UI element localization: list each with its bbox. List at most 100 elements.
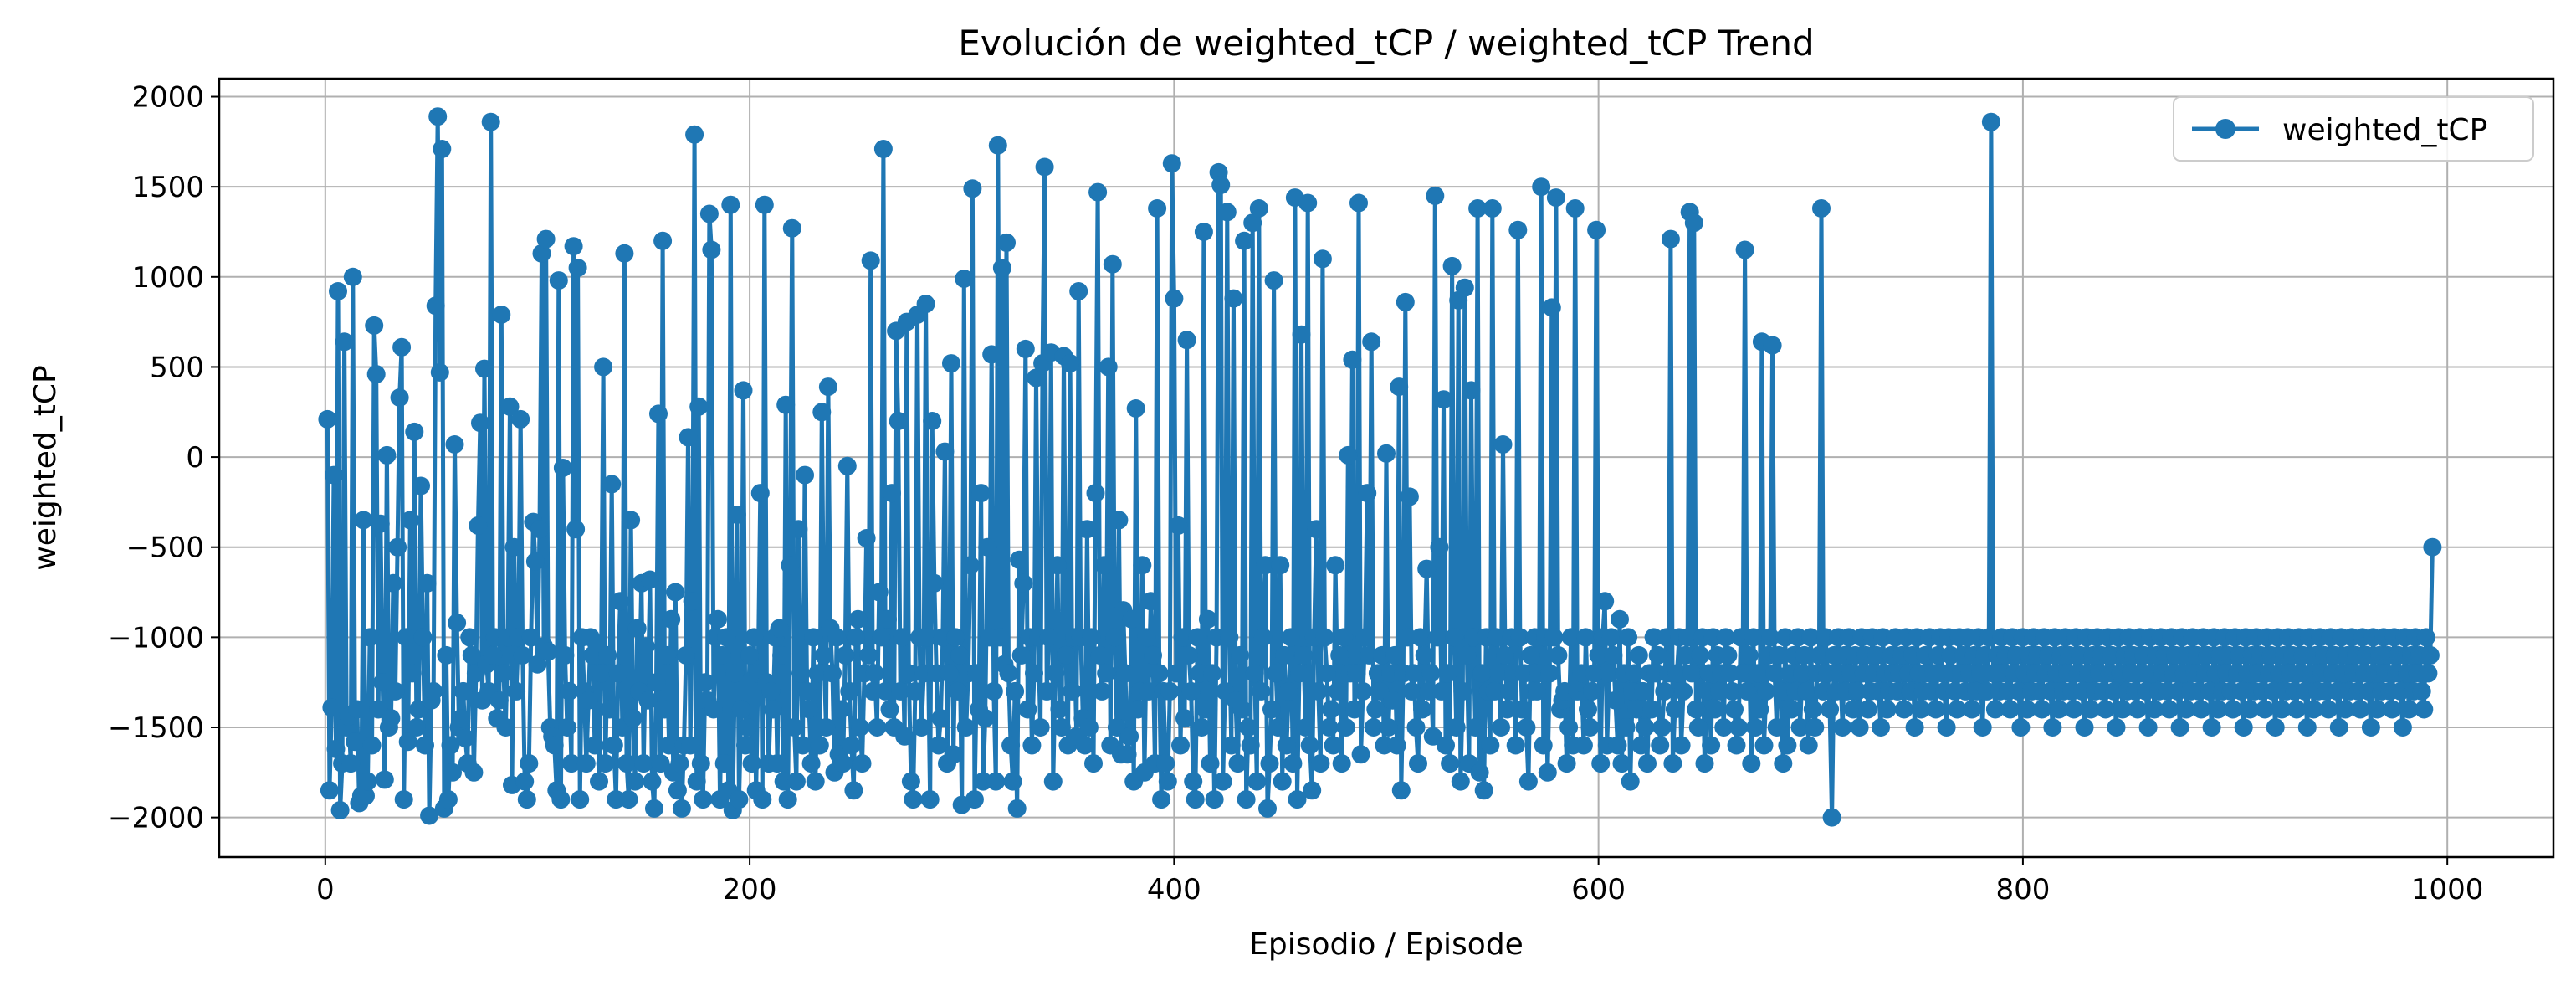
data-point: [1821, 700, 1840, 719]
data-point: [1010, 550, 1029, 569]
data-point: [1343, 350, 1362, 369]
data-point: [889, 412, 908, 430]
data-point: [1319, 718, 1339, 737]
data-point: [1754, 736, 1774, 755]
data-point: [1427, 628, 1447, 647]
data-point: [1354, 681, 1373, 701]
data-point: [1217, 203, 1237, 222]
data-point: [846, 628, 865, 647]
data-point: [517, 790, 536, 809]
data-point: [1165, 289, 1184, 308]
data-point: [375, 770, 394, 789]
data-point: [2032, 700, 2051, 719]
data-point: [433, 140, 452, 158]
data-point: [558, 718, 576, 737]
data-point: [1761, 628, 1780, 647]
data-point: [452, 709, 471, 728]
data-point: [940, 664, 959, 683]
data-point: [1300, 736, 1319, 755]
data-point: [2391, 681, 2410, 701]
data-point: [984, 681, 1003, 701]
data-point: [1514, 664, 1534, 683]
data-point: [1275, 645, 1294, 665]
data-point: [596, 754, 615, 773]
data-point: [1411, 628, 1430, 647]
data-point: [562, 754, 581, 773]
data-point: [1542, 298, 1561, 317]
data-point: [1324, 736, 1343, 755]
data-point: [2170, 718, 2189, 737]
data-point: [1734, 664, 1753, 683]
data-point: [1470, 763, 1489, 782]
data-point: [1075, 736, 1094, 755]
data-point: [513, 645, 532, 665]
data-point: [384, 573, 402, 593]
data-point: [905, 681, 924, 701]
data-point: [1447, 718, 1466, 737]
data-point: [420, 806, 439, 825]
data-point: [683, 592, 702, 611]
data-point: [1351, 745, 1370, 764]
legend-marker: [2215, 119, 2235, 139]
data-point: [1243, 213, 1262, 233]
data-point: [1188, 628, 1207, 647]
data-point: [2159, 700, 2179, 719]
data-point: [2361, 718, 2380, 737]
data-point: [320, 781, 339, 800]
data-point: [1126, 399, 1145, 418]
data-point: [382, 709, 401, 728]
data-point: [1094, 556, 1114, 575]
data-point: [1735, 240, 1754, 259]
data-point: [857, 529, 876, 547]
data-point: [1438, 664, 1457, 683]
data-point: [607, 790, 626, 809]
data-point: [1198, 609, 1217, 629]
data-point: [965, 790, 984, 809]
data-point: [438, 790, 458, 809]
data-point: [1496, 645, 1514, 665]
data-point: [1148, 199, 1167, 218]
data-point: [617, 754, 636, 773]
data-point: [504, 537, 524, 557]
data-point: [1252, 681, 1271, 701]
data-point: [521, 628, 540, 647]
data-point: [347, 700, 366, 719]
data-point: [770, 619, 789, 638]
data-point: [901, 772, 920, 791]
data-point: [568, 259, 587, 277]
data-point: [1916, 645, 1935, 665]
data-point: [1559, 718, 1579, 737]
y-tick-label: −2000: [108, 802, 204, 835]
data-point: [1415, 645, 1434, 665]
data-point: [1621, 772, 1640, 791]
data-point: [1235, 231, 1254, 250]
data-point: [1362, 332, 1381, 352]
data-point: [1249, 199, 1268, 218]
data-point: [1129, 700, 1148, 719]
data-point: [1027, 368, 1046, 388]
data-point: [2075, 718, 2094, 737]
data-point: [1253, 628, 1273, 647]
data-point: [1078, 520, 1097, 539]
data-point: [1867, 645, 1886, 665]
data-point: [1162, 154, 1181, 173]
data-point: [428, 107, 448, 126]
data-point: [496, 718, 515, 737]
data-point: [1391, 781, 1411, 800]
data-point: [672, 799, 691, 818]
data-point: [1262, 700, 1281, 719]
data-point: [326, 739, 346, 758]
data-point: [1116, 664, 1134, 683]
data-point: [1105, 628, 1124, 647]
data-point: [1441, 754, 1460, 773]
data-point: [1926, 700, 1945, 719]
data-point: [556, 645, 575, 665]
data-point: [1455, 278, 1474, 297]
data-point: [863, 681, 883, 701]
data-point: [407, 718, 426, 737]
data-point: [1334, 628, 1354, 647]
data-point: [608, 664, 627, 683]
data-point: [2256, 700, 2275, 719]
data-point: [413, 628, 433, 647]
data-point: [853, 754, 872, 773]
